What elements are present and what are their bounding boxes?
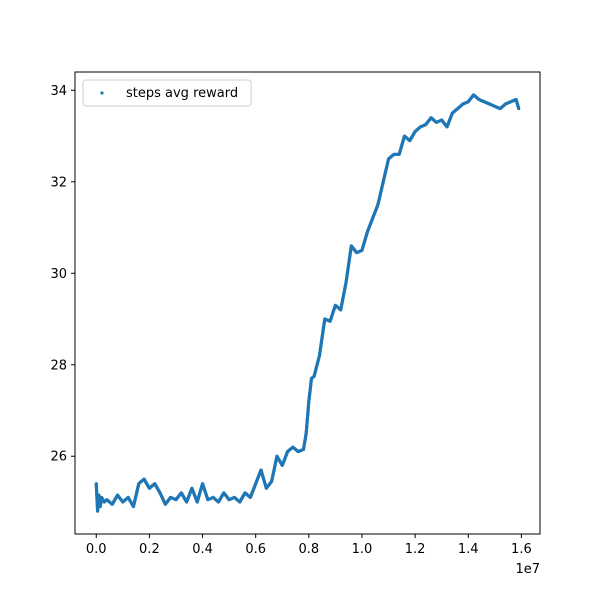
x-tick-label: 0.8 xyxy=(298,542,319,557)
y-tick-label: 32 xyxy=(50,175,67,190)
x-tick-label: 1.2 xyxy=(405,542,426,557)
x-tick-label: 1.4 xyxy=(458,542,479,557)
y-axis-ticks: 26 28 30 32 34 xyxy=(50,84,75,465)
x-tick-label: 0.6 xyxy=(245,542,266,557)
y-tick-label: 26 xyxy=(50,450,67,465)
x-tick-label: 0.4 xyxy=(192,542,213,557)
legend-marker xyxy=(100,91,104,95)
legend-label: steps avg reward xyxy=(126,86,238,101)
x-tick-label: 1.0 xyxy=(352,542,373,557)
x-tick-label: 1.6 xyxy=(511,542,532,557)
x-axis-offset-label: 1e7 xyxy=(515,562,540,577)
x-tick-label: 0.2 xyxy=(139,542,160,557)
y-tick-label: 34 xyxy=(50,84,67,99)
x-axis-ticks: 0.0 0.2 0.4 0.6 0.8 1.0 1.2 1.4 1.6 xyxy=(86,534,532,557)
legend-box xyxy=(82,79,252,107)
y-tick-label: 28 xyxy=(50,358,67,373)
axes-frame xyxy=(74,71,541,535)
data-points xyxy=(94,93,521,513)
data-point xyxy=(517,106,521,111)
y-tick-label: 30 xyxy=(50,267,67,282)
legend: steps avg reward xyxy=(82,79,252,107)
x-tick-label: 0.0 xyxy=(86,542,107,557)
